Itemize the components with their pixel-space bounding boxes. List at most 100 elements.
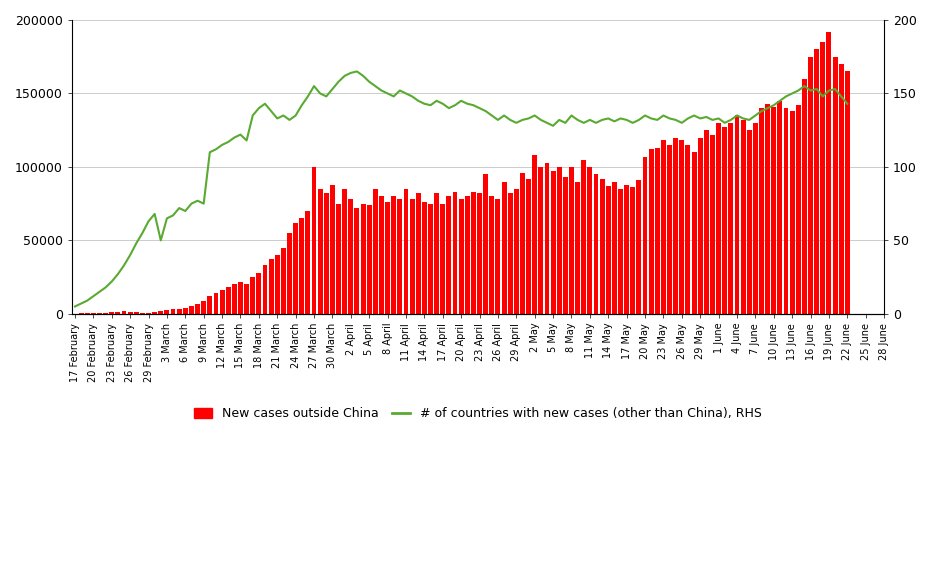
Bar: [428, 204, 433, 314]
Bar: [649, 149, 653, 314]
Bar: [716, 123, 721, 314]
Bar: [477, 193, 482, 314]
Bar: [391, 196, 396, 314]
Bar: [508, 193, 513, 314]
Bar: [606, 186, 610, 314]
Bar: [520, 173, 525, 314]
Bar: [397, 199, 403, 314]
Bar: [532, 155, 537, 314]
Bar: [667, 145, 672, 314]
Bar: [729, 123, 733, 314]
Bar: [563, 177, 568, 314]
Bar: [189, 306, 194, 314]
Bar: [85, 313, 89, 314]
Bar: [845, 71, 850, 314]
Bar: [336, 204, 341, 314]
Bar: [465, 196, 470, 314]
Bar: [679, 141, 684, 314]
Bar: [404, 189, 408, 314]
Bar: [587, 167, 593, 314]
Bar: [109, 312, 115, 314]
Bar: [164, 310, 170, 314]
Bar: [330, 185, 335, 314]
Bar: [361, 204, 365, 314]
Bar: [208, 296, 212, 314]
Bar: [618, 189, 623, 314]
Bar: [220, 290, 225, 314]
Bar: [146, 313, 151, 314]
Bar: [256, 273, 261, 314]
Bar: [140, 313, 144, 314]
Bar: [496, 199, 500, 314]
Bar: [91, 313, 96, 314]
Bar: [624, 185, 629, 314]
Bar: [244, 285, 249, 314]
Bar: [759, 108, 764, 314]
Bar: [630, 188, 636, 314]
Bar: [453, 192, 458, 314]
Bar: [514, 189, 519, 314]
Bar: [275, 255, 280, 314]
Bar: [281, 248, 286, 314]
Bar: [446, 196, 451, 314]
Bar: [784, 108, 788, 314]
Bar: [692, 152, 696, 314]
Bar: [832, 57, 838, 314]
Bar: [796, 105, 801, 314]
Bar: [777, 101, 782, 314]
Bar: [747, 130, 752, 314]
Bar: [673, 138, 678, 314]
Bar: [501, 181, 506, 314]
Bar: [128, 312, 132, 314]
Bar: [815, 49, 819, 314]
Bar: [410, 199, 415, 314]
Bar: [556, 167, 562, 314]
Bar: [569, 167, 574, 314]
Bar: [722, 127, 727, 314]
Legend: New cases outside China, # of countries with new cases (other than China), RHS: New cases outside China, # of countries …: [188, 402, 767, 425]
Bar: [753, 123, 758, 314]
Bar: [539, 167, 543, 314]
Bar: [527, 179, 531, 314]
Bar: [299, 218, 304, 314]
Bar: [655, 148, 660, 314]
Bar: [97, 313, 102, 314]
Bar: [379, 196, 384, 314]
Bar: [642, 157, 648, 314]
Bar: [158, 311, 163, 314]
Bar: [802, 79, 807, 314]
Bar: [342, 189, 347, 314]
Bar: [741, 120, 746, 314]
Bar: [416, 193, 420, 314]
Bar: [599, 179, 605, 314]
Bar: [287, 233, 292, 314]
Bar: [789, 111, 795, 314]
Bar: [311, 167, 317, 314]
Bar: [268, 259, 274, 314]
Bar: [201, 301, 206, 314]
Bar: [354, 208, 360, 314]
Bar: [612, 181, 617, 314]
Bar: [238, 281, 243, 314]
Bar: [765, 104, 770, 314]
Bar: [734, 115, 739, 314]
Bar: [544, 162, 549, 314]
Bar: [367, 205, 372, 314]
Bar: [103, 312, 108, 314]
Bar: [698, 138, 703, 314]
Bar: [483, 174, 488, 314]
Bar: [827, 32, 831, 314]
Bar: [704, 130, 708, 314]
Bar: [177, 309, 182, 314]
Bar: [575, 181, 580, 314]
Bar: [385, 202, 390, 314]
Bar: [263, 265, 267, 314]
Bar: [808, 57, 813, 314]
Bar: [637, 180, 641, 314]
Bar: [232, 285, 237, 314]
Bar: [373, 189, 377, 314]
Bar: [152, 312, 158, 314]
Bar: [582, 160, 586, 314]
Bar: [183, 308, 187, 314]
Bar: [839, 64, 843, 314]
